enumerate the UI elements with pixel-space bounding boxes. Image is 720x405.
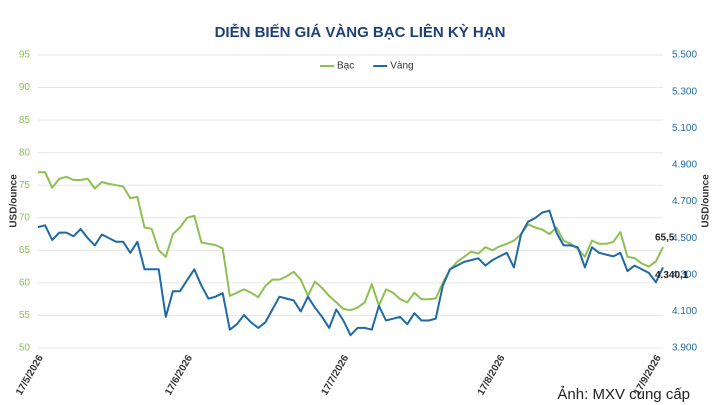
x-tick-label: 17/7/2026: [320, 353, 352, 397]
y2-tick-label: 5.500: [672, 50, 697, 61]
y2-tick-label: 5.100: [672, 123, 697, 134]
y-tick-label: 65: [19, 245, 31, 256]
y2-tick-label: 3.900: [672, 343, 697, 354]
y-axis-label: USD/ounce: [9, 174, 20, 228]
y-tick-label: 95: [19, 50, 31, 61]
series-line: [38, 171, 664, 312]
y-tick-label: 75: [19, 180, 31, 191]
y2-tick-label: 4.100: [672, 306, 697, 317]
y2-tick-label: 4.500: [672, 233, 697, 244]
y-tick-label: 60: [19, 278, 31, 289]
value-label: 65,5: [655, 233, 675, 244]
chart-title: DIỄN BIẾN GIÁ VÀNG BẠC LIÊN KỲ HẠN: [215, 23, 506, 41]
value-label: 4.340,1: [655, 270, 689, 281]
y-tick-label: 90: [19, 82, 31, 93]
x-tick-label: 17/6/2026: [163, 353, 195, 397]
y2-tick-label: 4.900: [672, 160, 697, 171]
source-caption: Ảnh: MXV cung cấp: [557, 386, 690, 403]
legend-label: Bạc: [337, 61, 354, 72]
y-tick-label: 85: [19, 115, 31, 126]
y-tick-label: 80: [19, 147, 31, 158]
x-tick-label: 17/5/2026: [14, 353, 46, 397]
y2-axis-label: USD/ounce: [701, 174, 712, 228]
y2-tick-label: 4.300: [672, 269, 697, 280]
y-tick-label: 55: [19, 310, 31, 321]
y-tick-label: 70: [19, 212, 31, 223]
series-line: [37, 209, 664, 337]
legend-label: Vàng: [390, 61, 413, 72]
y-tick-label: 50: [19, 343, 31, 354]
y2-tick-label: 4.700: [672, 196, 697, 207]
y2-tick-label: 5.300: [672, 86, 697, 97]
x-tick-label: 17/8/2026: [476, 353, 508, 397]
